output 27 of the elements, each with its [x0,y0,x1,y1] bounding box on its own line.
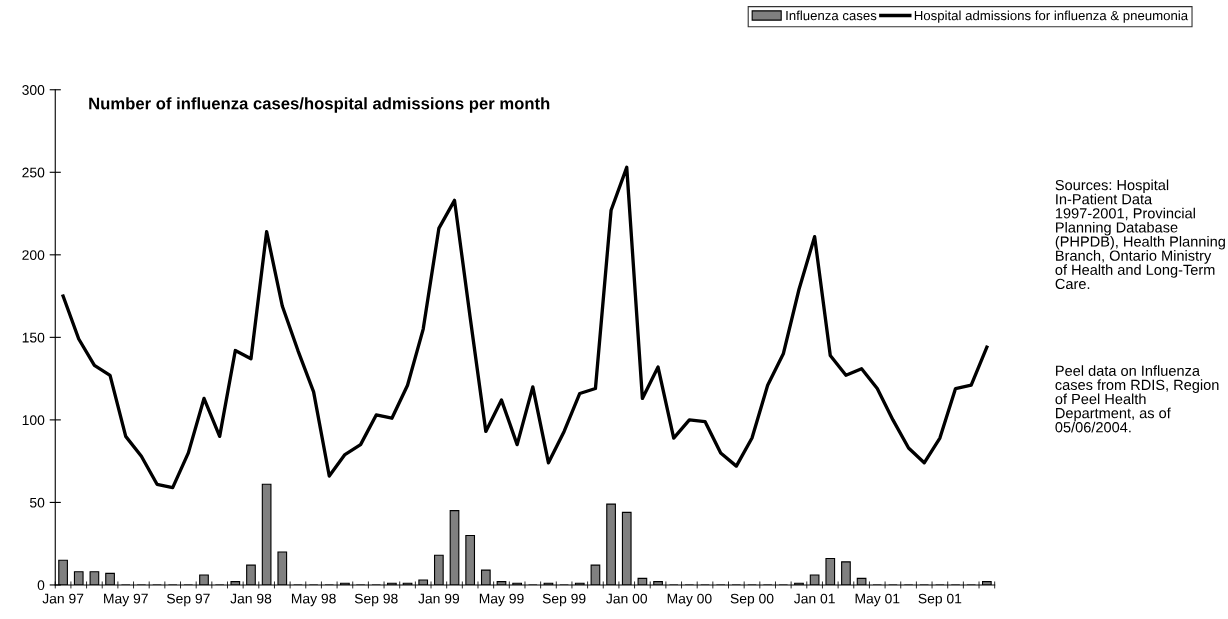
x-tick-label: Jan 97 [42,593,84,604]
y-tick-label: 200 [22,250,45,260]
y-tick-label: 250 [22,167,45,178]
source-note: Sources: Hospital In-Patient Data 1997-2001, Provincial Planning Database (PHPDB), Health Planning Branch, Ontario Ministry of Health and Long-Term Care. [1055,179,1225,290]
x-tick-label: May 01 [855,593,900,607]
x-tick-label: May 99 [479,593,524,607]
y-tick-label: 300 [22,85,45,95]
x-tick-label: Sep 00 [730,593,774,607]
legend-label: Hospital admissions for influenza & pneumonia [914,10,1189,23]
x-tick-label: Jan 00 [606,593,648,604]
x-tick-label: Jan 99 [418,593,460,604]
x-tick-label: May 97 [104,593,148,607]
x-tick-label: Jan 01 [793,593,835,604]
x-tick-label: Sep 99 [542,593,586,607]
y-tick-label: 100 [22,415,45,426]
legend-label: Influenza cases [786,10,877,21]
y-tick-label: 150 [22,332,45,343]
x-tick-label: Sep 97 [166,593,210,607]
text: Peel data on Influenza cases from RDIS, Region of Peel Health Department, as of 05/06/2004. [1055,365,1219,433]
x-tick-label: May 98 [291,593,336,607]
x-tick-label: May 00 [667,593,712,607]
x-tick-label: Sep 01 [918,593,962,607]
chart-title: Number of influenza cases/hospital admissions per month [89,97,550,113]
y-tick-label: 50 [29,497,45,508]
y-tick-label: 0 [37,580,45,591]
x-tick-label: Jan 98 [230,593,272,604]
x-tick-label: Sep 98 [354,593,398,607]
